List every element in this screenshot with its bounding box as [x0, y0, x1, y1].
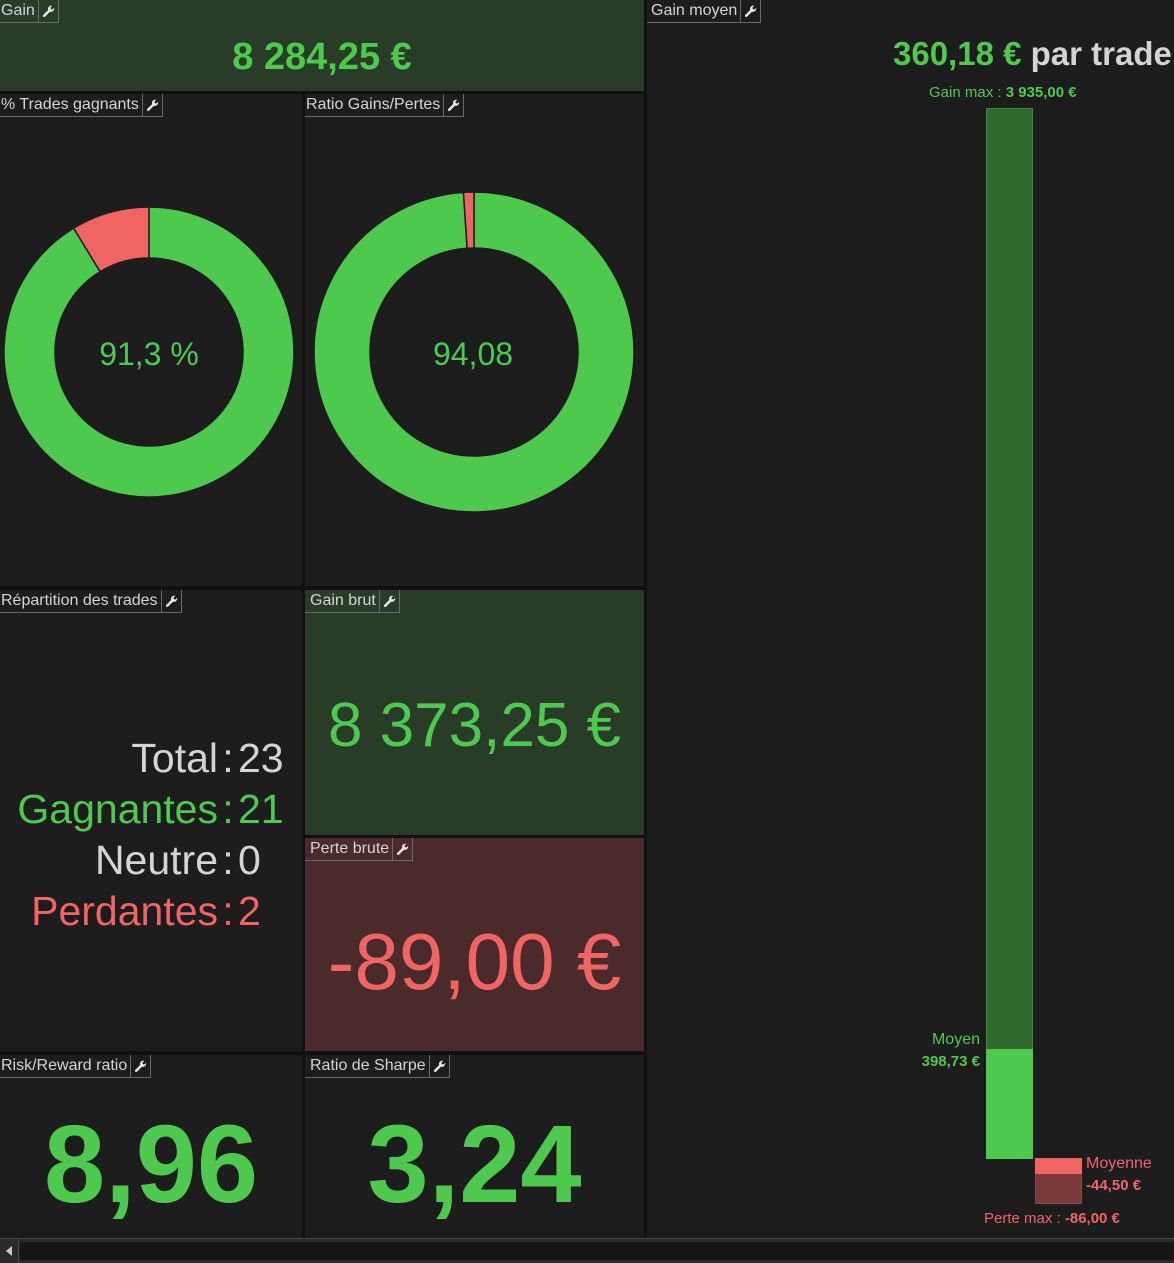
gains-arc: [313, 191, 635, 513]
wrench-icon[interactable]: [130, 1055, 150, 1077]
gain-value: 8 284,25 €: [232, 36, 412, 78]
chevron-left-icon: [6, 1246, 12, 1256]
sharpe-title: Ratio de Sharpe: [310, 1057, 426, 1074]
win-pct-title: % Trades gagnants: [1, 96, 139, 113]
divider: [305, 835, 644, 838]
ratio-gp-panel: Ratio Gains/Pertes 94,08: [305, 94, 644, 586]
repartition-table: Total : 23 Gagnantes : 21 Neutre : 0 Per…: [0, 733, 302, 937]
row-total-value: 23: [238, 735, 284, 781]
win-arc: [3, 206, 295, 498]
row-total-sep: :: [222, 735, 234, 781]
gain-moyen-suffix: par trade: [1030, 35, 1172, 72]
ratio-gp-title: Ratio Gains/Pertes: [306, 96, 441, 113]
gain-bar-average-fill: [986, 1049, 1033, 1159]
win-pct-tab[interactable]: % Trades gagnants: [0, 94, 163, 117]
risk-reward-title: Risk/Reward ratio: [1, 1057, 128, 1074]
win-pct-center-label: 91,3 %: [99, 336, 199, 372]
divider: [0, 1051, 644, 1055]
ratio-gp-donut: [313, 191, 635, 513]
ratio-gp-center-label: 94,08: [432, 336, 514, 372]
divider: [644, 0, 647, 1238]
win-pct-donut: [3, 206, 295, 498]
divider: [0, 91, 644, 94]
win-pct-panel: % Trades gagnants 91,3 %: [0, 94, 302, 586]
row-perdantes-value: 2: [238, 888, 261, 934]
row-gagnantes-value: 21: [238, 786, 284, 832]
moyen-caption: Moyen 398,73 €: [880, 1029, 980, 1073]
repartition-tab[interactable]: Répartition des trades: [0, 590, 182, 613]
row-total-label: Total: [131, 735, 218, 781]
row-neutre-sep: :: [222, 837, 234, 883]
losses-arc: [462, 191, 475, 250]
row-neutre-label: Neutre: [94, 837, 218, 883]
gain-moyen-title: Gain moyen: [651, 2, 738, 19]
gain-title: Gain: [1, 2, 35, 19]
perte-max-value: -86,00 €: [1064, 1210, 1120, 1227]
scrollbar-thumb[interactable]: [20, 1242, 1174, 1260]
perte-max-caption: Perte max : -86,00 €: [984, 1210, 1120, 1227]
gain-moyen-tab[interactable]: Gain moyen: [647, 0, 762, 23]
gain-max-value: 3 935,00 €: [1005, 84, 1077, 101]
row-perdantes: Perdantes : 2: [0, 886, 302, 937]
sharpe-value: 3,24: [367, 1103, 582, 1226]
repartition-title: Répartition des trades: [1, 592, 158, 609]
moyen-label: Moyen: [931, 1031, 980, 1048]
gain-moyen-headline: 360,18 € par trade: [893, 35, 1172, 73]
wrench-icon[interactable]: [141, 94, 162, 116]
row-perdantes-label: Perdantes: [31, 888, 218, 934]
perte-brute-title: Perte brute: [310, 840, 390, 857]
row-gagnantes-sep: :: [222, 786, 234, 832]
wrench-icon[interactable]: [37, 0, 58, 22]
wrench-icon[interactable]: [443, 94, 463, 116]
gain-bar-track: [986, 108, 1033, 1159]
risk-reward-tab[interactable]: Risk/Reward ratio: [0, 1055, 152, 1078]
row-total: Total : 23: [0, 733, 302, 784]
scroll-left-button[interactable]: [0, 1239, 19, 1263]
sharpe-tab[interactable]: Ratio de Sharpe: [305, 1055, 450, 1078]
divider: [302, 91, 305, 1238]
ratio-gp-tab[interactable]: Ratio Gains/Pertes: [305, 94, 465, 117]
risk-reward-panel: Risk/Reward ratio 8,96: [0, 1055, 302, 1238]
gain-brut-tab[interactable]: Gain brut: [305, 590, 400, 613]
moyenne-caption: Moyenne -44,50 €: [1086, 1153, 1152, 1197]
gain-moyen-panel: Gain moyen 360,18 € par trade Gain max :…: [647, 0, 1174, 1238]
perte-max-label: Perte max :: [984, 1210, 1065, 1227]
gain-tab[interactable]: Gain: [0, 0, 59, 23]
gain-brut-value: 8 373,25 €: [327, 691, 622, 760]
gain-brut-title: Gain brut: [310, 592, 376, 609]
gain-moyen-value: 360,18 €: [893, 35, 1022, 72]
divider: [0, 586, 644, 590]
wrench-icon[interactable]: [740, 0, 760, 22]
wrench-icon[interactable]: [428, 1055, 449, 1077]
wrench-icon[interactable]: [378, 590, 399, 612]
moyenne-label: Moyenne: [1086, 1155, 1152, 1172]
perte-brute-value: -89,00 €: [327, 917, 622, 1006]
moyen-value: 398,73 €: [921, 1053, 980, 1070]
sharpe-panel: Ratio de Sharpe 3,24: [305, 1055, 644, 1238]
row-gagnantes-label: Gagnantes: [17, 786, 218, 832]
moyenne-value: -44,50 €: [1086, 1177, 1142, 1194]
row-gagnantes: Gagnantes : 21: [0, 784, 302, 835]
row-neutre: Neutre : 0: [0, 835, 302, 886]
repartition-panel: Répartition des trades Total : 23 Gagnan…: [0, 590, 302, 1051]
row-perdantes-sep: :: [222, 888, 234, 934]
loss-bar-average-fill: [1035, 1158, 1082, 1174]
gain-brut-panel: Gain brut 8 373,25 €: [305, 590, 644, 835]
gain-panel: Gain 8 284,25 €: [0, 0, 644, 91]
wrench-icon[interactable]: [160, 590, 181, 612]
perte-brute-panel: Perte brute -89,00 €: [305, 838, 644, 1051]
wrench-icon[interactable]: [392, 838, 412, 860]
risk-reward-value: 8,96: [43, 1103, 259, 1226]
loss-arc: [72, 206, 150, 273]
row-neutre-value: 0: [238, 837, 261, 883]
perte-brute-tab[interactable]: Perte brute: [305, 838, 414, 861]
gain-max-caption: Gain max : 3 935,00 €: [929, 84, 1077, 101]
horizontal-scrollbar[interactable]: [0, 1238, 1174, 1263]
gain-max-label: Gain max :: [929, 84, 1006, 101]
